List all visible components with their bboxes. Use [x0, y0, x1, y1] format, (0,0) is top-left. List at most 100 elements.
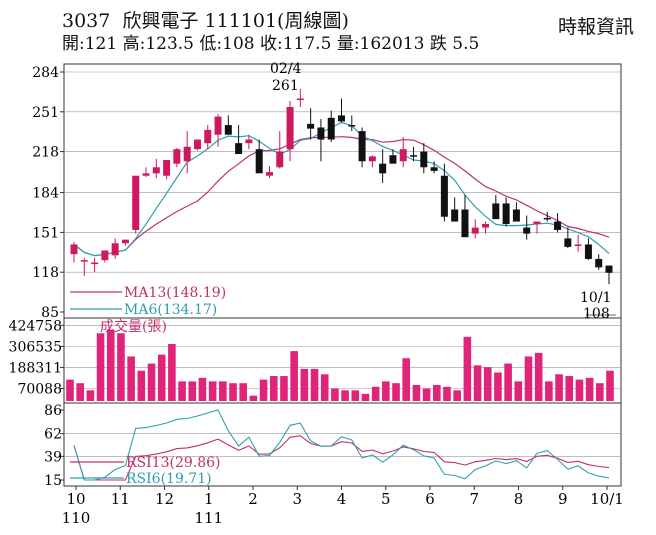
- candle-body: [338, 115, 345, 122]
- candle-body: [430, 167, 438, 171]
- rsi-tick-label: 15: [44, 473, 62, 489]
- candle-body: [389, 155, 397, 164]
- candle-body: [204, 129, 212, 144]
- volume-bar: [106, 329, 115, 401]
- candle-body: [399, 149, 407, 162]
- volume-bar: [585, 377, 594, 401]
- candle-body: [533, 221, 541, 224]
- candle-body: [255, 149, 263, 174]
- volume-bar: [361, 393, 370, 401]
- rsi6-line: [73, 409, 610, 481]
- candle-body: [91, 262, 99, 265]
- candle-body: [235, 143, 243, 155]
- volume-bar: [96, 333, 105, 401]
- low-value-label: 108: [583, 306, 610, 322]
- x-tick-label: 8: [514, 490, 524, 508]
- volume-bar: [269, 376, 278, 401]
- ma6-line: [73, 121, 610, 257]
- candle-body: [523, 227, 531, 234]
- volume-bar: [422, 388, 431, 401]
- ma13-legend: MA13(148.19): [124, 285, 226, 301]
- volume-bar: [402, 358, 411, 401]
- volume-bar: [463, 336, 472, 401]
- volume-bar: [453, 390, 461, 401]
- volume-bar: [229, 383, 237, 401]
- x-tick-label: 1: [204, 490, 214, 508]
- candle-body: [574, 244, 582, 246]
- volume-bar: [504, 363, 512, 401]
- stock-code: 3037: [62, 10, 111, 32]
- x-tick-label: 10/1: [590, 490, 624, 508]
- volume-bar: [300, 368, 309, 401]
- x-tick-label: 12: [155, 490, 174, 508]
- price-tick-label: 85: [41, 305, 59, 321]
- candle-body: [451, 209, 459, 222]
- volume-tick-label: 188311: [9, 360, 62, 376]
- volume-bar: [371, 386, 380, 401]
- x-tick-label: 11: [111, 490, 130, 508]
- volume-bar: [596, 383, 604, 401]
- candle-body: [183, 146, 191, 162]
- volume-bar: [443, 386, 451, 401]
- candle-body: [70, 244, 78, 255]
- volume-bar: [208, 381, 217, 401]
- low-value: 108: [222, 34, 255, 54]
- price-tick-label: 184: [32, 186, 59, 202]
- candle-body: [471, 227, 479, 234]
- candle-body: [193, 139, 201, 150]
- x-year-label: 111: [194, 509, 223, 527]
- candle-body: [214, 116, 222, 135]
- candle-body: [265, 172, 273, 176]
- rsi-tick-label: 86: [44, 403, 62, 419]
- candle-body: [368, 156, 376, 162]
- candle-body: [502, 203, 510, 224]
- data-source: 時報資訊: [557, 16, 634, 38]
- candle-body: [317, 127, 325, 140]
- candle-body: [554, 221, 562, 230]
- price-tick-label: 218: [32, 145, 59, 161]
- volume-bar: [239, 383, 248, 401]
- x-tick-label: 2: [248, 490, 258, 508]
- x-tick-label: 4: [337, 490, 347, 508]
- x-year-label: 110: [62, 509, 91, 527]
- candle-body: [492, 203, 500, 220]
- candle-body: [584, 244, 592, 259]
- rsi-tick-label: 62: [44, 427, 62, 443]
- volume-bar: [514, 381, 523, 401]
- price-tick-label: 251: [32, 105, 59, 121]
- volume-bar: [555, 374, 563, 401]
- candle-body: [121, 239, 129, 244]
- chart-frame: [63, 63, 622, 487]
- rsi13-line: [73, 435, 610, 481]
- candle-body: [224, 125, 232, 135]
- x-tick-label: 5: [381, 490, 391, 508]
- candle-body: [132, 175, 140, 230]
- volume-tick-label: 70088: [17, 382, 62, 398]
- high-value: 123.5: [145, 34, 194, 54]
- candle-body: [512, 209, 520, 222]
- open-value: 121: [84, 34, 118, 54]
- volume-bar: [534, 352, 543, 401]
- volume-bar: [432, 384, 441, 401]
- candle-body: [307, 123, 315, 129]
- candle-body: [379, 163, 387, 174]
- volume-bar: [290, 351, 298, 401]
- volume-bar: [473, 365, 482, 401]
- candle-body: [276, 151, 284, 168]
- volume-bar: [66, 379, 74, 401]
- candle-body: [420, 151, 428, 168]
- volume-bar: [606, 370, 614, 401]
- candle-body: [482, 223, 490, 228]
- chart-period: 111101(周線圖): [204, 10, 349, 32]
- volume-bar: [382, 381, 390, 401]
- volume-bar: [483, 367, 492, 401]
- volume-bar: [157, 354, 166, 401]
- candle-body: [358, 131, 366, 162]
- ma6-legend: MA6(134.17): [124, 302, 217, 318]
- volume-bar: [524, 356, 533, 401]
- volume-title: 成交量(張): [100, 318, 167, 335]
- candle-body: [101, 250, 109, 261]
- volume-tick-label: 424758: [9, 318, 62, 334]
- candle-body: [142, 173, 150, 176]
